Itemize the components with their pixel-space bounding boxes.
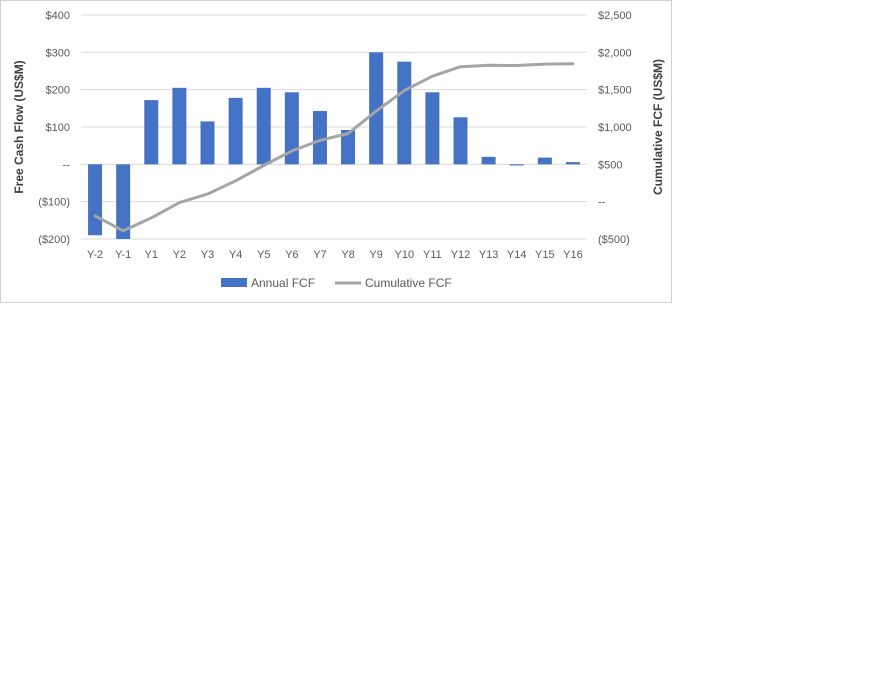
combo-chart: ($200) ($100) -- $100 $200 $300 $400 ($500) -- $5… bbox=[12, 10, 665, 290]
legend-label-cumulative-fcf: Cumulative FCF bbox=[365, 276, 452, 290]
legend-label-annual-fcf: Annual FCF bbox=[251, 276, 315, 290]
bar-annual-fcf bbox=[369, 52, 384, 165]
y2-tick-label: $1,000 bbox=[598, 122, 632, 134]
bar-annual-fcf bbox=[256, 87, 271, 165]
legend: Annual FCF Cumulative FCF bbox=[221, 276, 452, 290]
axes: ($200) ($100) -- $100 $200 $300 $400 ($500) -- $5… bbox=[38, 10, 631, 261]
x-tick-label: Y9 bbox=[369, 249, 382, 261]
x-tick-label: Y11 bbox=[423, 249, 442, 261]
y-axis-title: Free Cash Flow (US$M) bbox=[12, 60, 26, 193]
bar-annual-fcf bbox=[312, 110, 327, 165]
x-tick-label: Y15 bbox=[535, 249, 555, 261]
bar-annual-fcf bbox=[144, 100, 159, 165]
legend-swatch-annual-fcf bbox=[221, 278, 247, 287]
y-tick-label: $100 bbox=[46, 122, 70, 134]
y-tick-label: ($100) bbox=[38, 197, 70, 209]
x-tick-label: Y13 bbox=[479, 249, 499, 261]
bar-annual-fcf bbox=[200, 121, 215, 165]
bar-annual-fcf bbox=[172, 87, 187, 165]
cumulative-fcf-line bbox=[93, 62, 575, 233]
y2-tick-label: ($500) bbox=[598, 234, 630, 246]
y-tick-label: $200 bbox=[46, 85, 70, 97]
x-tick-label: Y7 bbox=[313, 249, 326, 261]
bar-annual-fcf bbox=[228, 97, 243, 165]
x-tick-label: Y2 bbox=[173, 249, 186, 261]
y2-tick-label: $1,500 bbox=[598, 85, 632, 97]
x-tick-label: Y16 bbox=[563, 249, 583, 261]
x-tick-label: Y8 bbox=[341, 249, 354, 261]
bar-annual-fcf bbox=[116, 164, 131, 239]
bar-annual-fcf bbox=[397, 61, 412, 165]
bar-annual-fcf bbox=[284, 92, 299, 165]
x-tick-label: Y3 bbox=[201, 249, 214, 261]
bar-annual-fcf bbox=[453, 117, 468, 165]
y-tick-label: -- bbox=[63, 159, 71, 171]
chart-frame: ($200) ($100) -- $100 $200 $300 $400 ($500) -- $5… bbox=[0, 0, 672, 303]
bar-annual-fcf bbox=[341, 129, 356, 165]
y2-tick-label: $2,000 bbox=[598, 47, 632, 59]
x-tick-label: Y-1 bbox=[115, 249, 131, 261]
y2-tick-label: $500 bbox=[598, 159, 622, 171]
x-tick-label: Y10 bbox=[394, 249, 414, 261]
bar-annual-fcf bbox=[88, 164, 103, 236]
x-tick-label: Y12 bbox=[451, 249, 471, 261]
x-tick-label: Y14 bbox=[507, 249, 527, 261]
cumulative-fcf-line-group bbox=[93, 62, 575, 233]
y2-tick-label: -- bbox=[598, 197, 606, 209]
x-tick-label: Y1 bbox=[145, 249, 158, 261]
x-tick-label: Y6 bbox=[285, 249, 298, 261]
y-tick-label: ($200) bbox=[38, 234, 70, 246]
bar-annual-fcf bbox=[425, 92, 440, 165]
x-tick-label: Y4 bbox=[229, 249, 242, 261]
x-tick-label: Y-2 bbox=[87, 249, 103, 261]
bar-annual-fcf bbox=[509, 164, 524, 166]
y2-axis-title: Cumulative FCF (US$M) bbox=[651, 59, 665, 195]
gridlines bbox=[81, 14, 587, 240]
bar-annual-fcf bbox=[565, 162, 580, 165]
y2-tick-label: $2,500 bbox=[598, 10, 632, 22]
x-tick-label: Y5 bbox=[257, 249, 270, 261]
y-tick-label: $300 bbox=[46, 47, 70, 59]
bar-annual-fcf bbox=[537, 157, 552, 165]
y-tick-label: $400 bbox=[46, 10, 70, 22]
bar-annual-fcf bbox=[481, 156, 496, 165]
